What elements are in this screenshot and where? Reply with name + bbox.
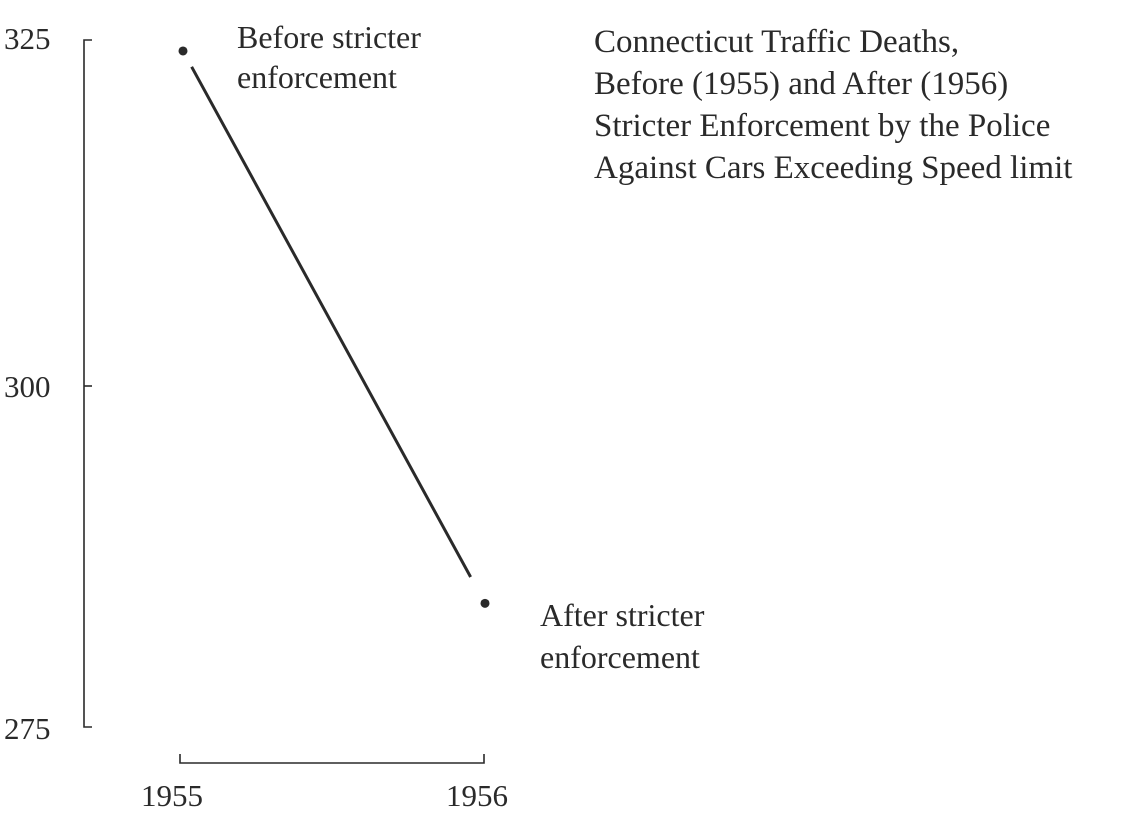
y-tick-label-325: 325 [4,21,51,56]
x-tick-label-1955: 1955 [141,778,203,813]
annotation-before: Before stricter enforcement [237,19,421,95]
chart-title-line-3: Stricter Enforcement by the Police [594,108,1050,144]
data-point-1956 [480,598,490,608]
data-point-1955 [178,46,188,56]
annotation-after-line-1: After stricter [540,597,705,633]
y-tick-label-275: 275 [4,711,51,746]
y-axis-range-frame [83,39,92,728]
annotation-before-line-2: enforcement [237,59,397,95]
annotation-after: After stricter enforcement [540,597,705,675]
annotation-before-line-1: Before stricter [237,19,421,55]
chart-title: Connecticut Traffic Deaths, Before (1955… [594,24,1072,186]
series-line [190,66,472,578]
annotation-after-line-2: enforcement [540,639,700,675]
chart-title-line-1: Connecticut Traffic Deaths, [594,24,959,60]
chart-title-line-2: Before (1955) and After (1956) [594,66,1008,102]
x-axis-range-frame [179,754,485,764]
y-tick-label-300: 300 [4,369,51,404]
x-tick-label-1956: 1956 [446,778,508,813]
chart-title-line-4: Against Cars Exceeding Speed limit [594,150,1072,186]
